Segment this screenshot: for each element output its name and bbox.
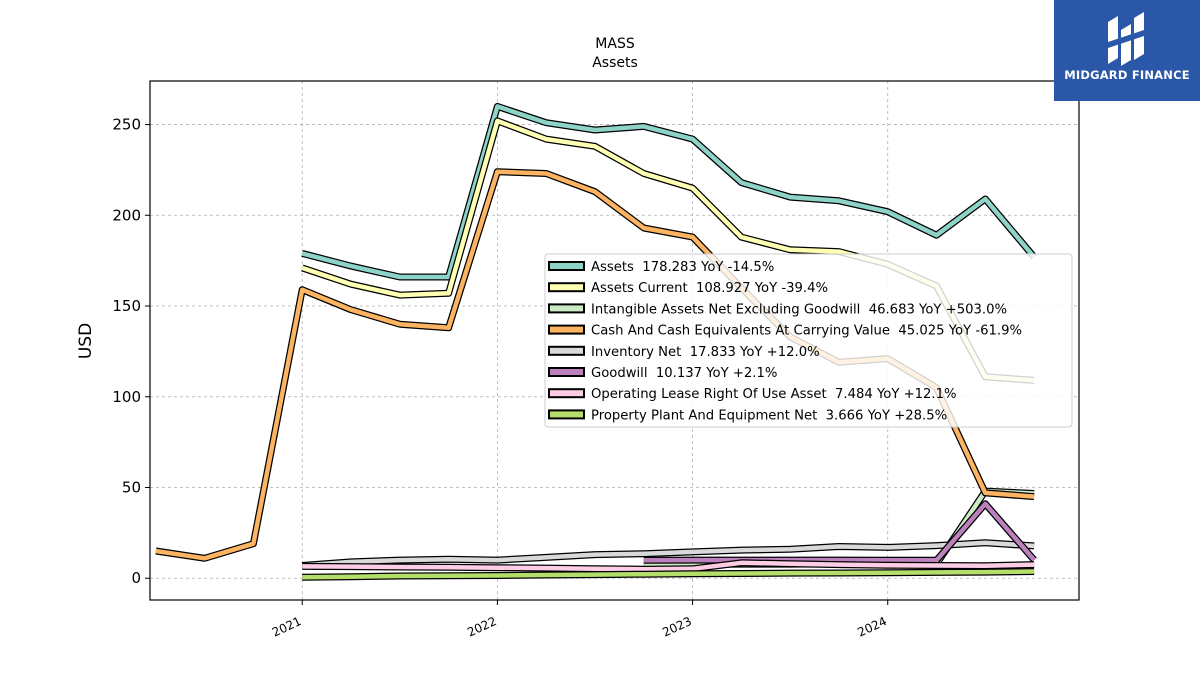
legend-entry: Inventory Net 17.833 YoY +12.0% bbox=[591, 345, 820, 360]
legend-entry: Goodwill 10.137 YoY +2.1% bbox=[591, 366, 777, 381]
legend-entry: Assets Current 108.927 YoY -39.4% bbox=[591, 281, 828, 296]
series-line-fill bbox=[302, 540, 1035, 568]
series-line-fill bbox=[302, 560, 1035, 572]
series-line bbox=[302, 568, 1035, 581]
x-tick-label: 2021 bbox=[270, 614, 304, 640]
legend-entry: Intangible Assets Net Excluding Goodwill… bbox=[591, 302, 1007, 317]
legend-swatch bbox=[548, 324, 585, 335]
y-tick-label: 200 bbox=[112, 206, 141, 224]
legend-swatch bbox=[548, 261, 585, 271]
series-line-fill bbox=[302, 569, 1035, 580]
y-tick-label: 250 bbox=[112, 116, 141, 134]
chart-subtitle: Assets bbox=[592, 55, 638, 71]
legend-swatch bbox=[548, 367, 585, 377]
y-tick-label: 150 bbox=[112, 297, 141, 315]
y-tick-label: 0 bbox=[131, 569, 141, 587]
y-axis-label: USD bbox=[76, 323, 96, 359]
company-logo: MIDGARD FINANCE bbox=[1054, 0, 1200, 101]
series-lines bbox=[155, 102, 1037, 581]
legend-swatch bbox=[548, 282, 585, 293]
logo-mark-icon bbox=[1108, 12, 1144, 66]
legend-entry: Operating Lease Right Of Use Asset 7.484… bbox=[591, 387, 957, 402]
legend-entry: Cash And Cash Equivalents At Carrying Va… bbox=[591, 324, 1022, 339]
legend-entry: Assets 178.283 YoY -14.5% bbox=[591, 260, 774, 275]
y-tick-label: 50 bbox=[122, 478, 141, 496]
x-tick-label: 2024 bbox=[855, 614, 889, 640]
series-line bbox=[302, 559, 1035, 573]
series-line bbox=[643, 500, 1037, 564]
legend-swatch bbox=[548, 409, 585, 420]
series-line bbox=[301, 539, 1035, 569]
legend-entry: Property Plant And Equipment Net 3.666 Y… bbox=[591, 408, 947, 423]
legend: Assets 178.283 YoY -14.5% Assets Current … bbox=[544, 253, 1073, 428]
y-tick-label: 100 bbox=[112, 388, 141, 406]
series-line-fill bbox=[301, 104, 1036, 280]
x-tick-label: 2022 bbox=[465, 614, 499, 640]
legend-swatch bbox=[548, 303, 585, 314]
legend-swatch bbox=[548, 388, 585, 399]
x-tick-label: 2023 bbox=[660, 614, 694, 640]
logo-text: MIDGARD FINANCE bbox=[1064, 68, 1190, 82]
plot-frame bbox=[149, 80, 1080, 601]
chart-title: MASS bbox=[595, 36, 635, 52]
series-line-fill bbox=[643, 501, 1036, 563]
series-line bbox=[301, 102, 1037, 281]
legend-box bbox=[544, 253, 1073, 428]
legend-swatch bbox=[548, 345, 585, 356]
